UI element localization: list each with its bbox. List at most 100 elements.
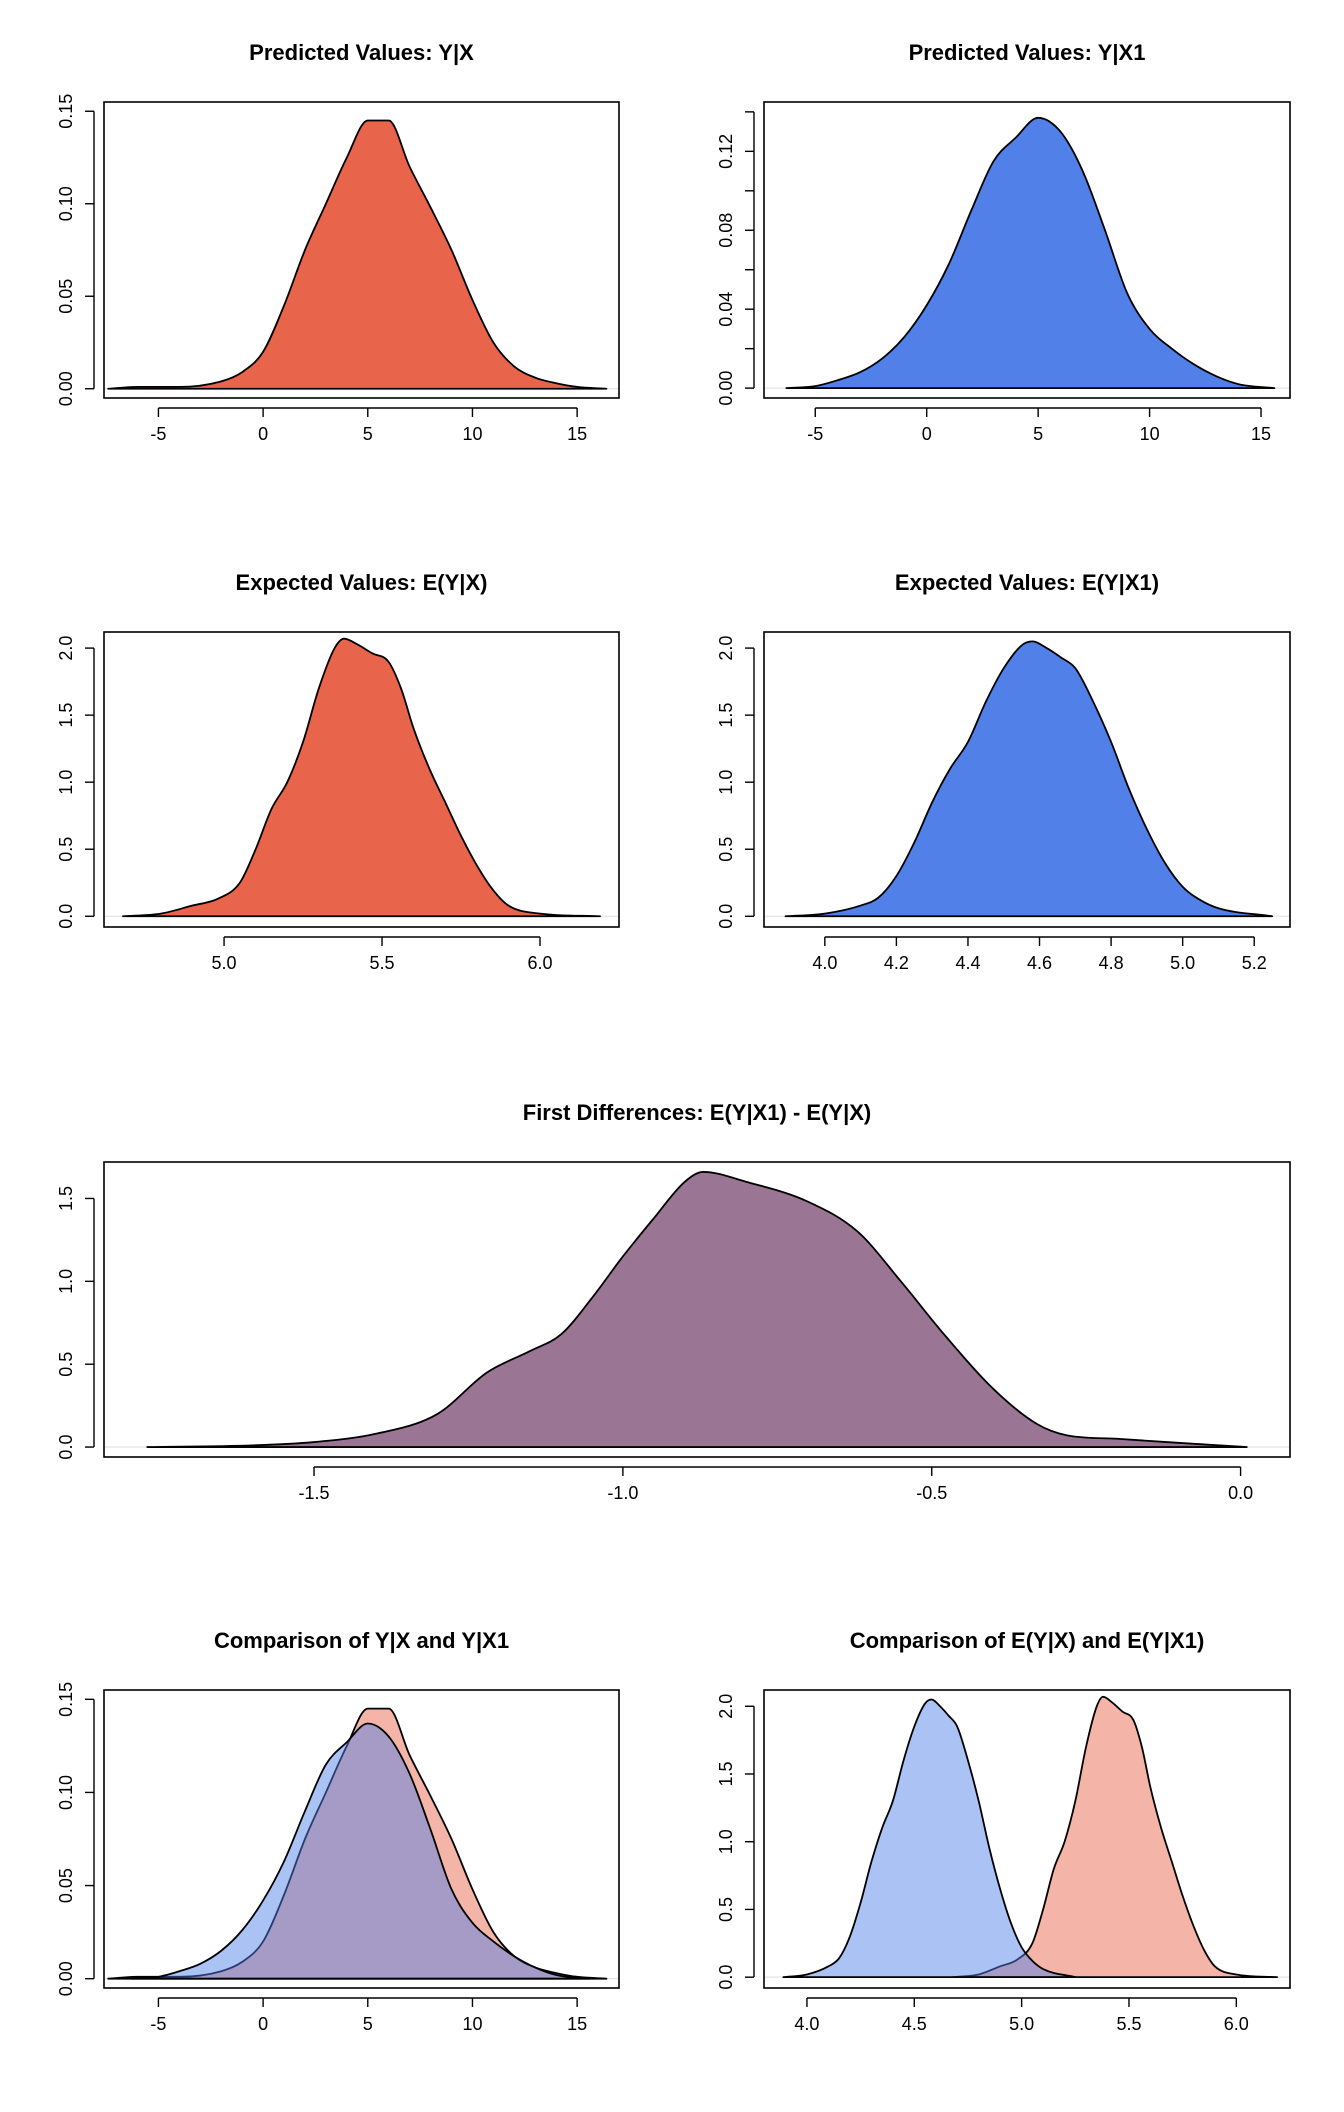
x-axis: -1.5 -1.0 -0.5 0.0 <box>299 1466 1253 1503</box>
x-axis: -5 0 5 10 15 <box>150 1997 587 2034</box>
x-tick-label: 5.5 <box>1116 2014 1141 2034</box>
y-tick-label: 2.0 <box>56 636 76 661</box>
y-tick-label: 0.5 <box>716 1897 736 1922</box>
panel-fd: First Differences: E(Y|X1) - E(Y|X)-1.5-… <box>56 1100 1291 1503</box>
x-tick-label: 15 <box>1251 424 1271 444</box>
x-tick-label: 4.0 <box>794 2014 819 2034</box>
y-tick-label: 0.0 <box>716 1965 736 1990</box>
x-tick-label: 6.0 <box>527 953 552 973</box>
density-area-series-1 <box>146 1171 1248 1448</box>
y-tick-label: 0.15 <box>56 94 76 129</box>
y-tick-label: 0.00 <box>56 371 76 406</box>
y-tick-label: 0.0 <box>56 1435 76 1460</box>
x-axis: 4.0 4.5 5.0 5.5 6.0 <box>794 1997 1249 2034</box>
y-tick-label: 0.00 <box>716 371 736 406</box>
plot-frame <box>763 101 1291 399</box>
y-tick-label: 0.12 <box>716 134 736 169</box>
x-tick-label: 6.0 <box>1224 2014 1249 2034</box>
plot-frame <box>103 1689 620 1989</box>
x-tick-label: 5.2 <box>1242 953 1267 973</box>
x-tick-label: -5 <box>150 2014 166 2034</box>
x-tick-label: 0 <box>258 2014 268 2034</box>
x-tick-label: 4.8 <box>1099 953 1124 973</box>
y-tick-label: 0.05 <box>56 1868 76 1903</box>
x-axis: 4.0 4.2 4.4 4.6 4.8 5.0 5.2 <box>812 936 1267 973</box>
panel-title: Predicted Values: Y|X1 <box>909 40 1146 65</box>
density-area-series-1 <box>107 119 608 390</box>
y-tick-label: 0.15 <box>56 1682 76 1717</box>
y-tick-label: 0.08 <box>716 213 736 248</box>
y-tick-label: 0.00 <box>56 1961 76 1996</box>
y-tick-label: 1.5 <box>716 703 736 728</box>
x-tick-label: -1.0 <box>607 1483 638 1503</box>
density-area-series-1 <box>784 640 1274 918</box>
y-axis: 0.00 0.05 0.10 0.15 <box>56 1682 95 1996</box>
x-tick-label: -5 <box>807 424 823 444</box>
panel-cmp-pv: Comparison of Y|X and Y|X1-5 0 5 10 150.000.… <box>56 1628 620 2034</box>
plot-frame <box>103 1161 1291 1458</box>
panel-ev-yx1: Expected Values: E(Y|X1) 4.0 4.2 4.4 4.6 4.8 5… <box>716 570 1291 973</box>
x-tick-label: 5.0 <box>1170 953 1195 973</box>
plot-frame <box>103 631 620 928</box>
y-tick-label: 1.5 <box>56 1186 76 1211</box>
y-tick-label: 0.5 <box>56 837 76 862</box>
x-tick-label: 4.4 <box>955 953 980 973</box>
x-tick-label: 5 <box>363 2014 373 2034</box>
density-area-series-2 <box>782 1698 1077 1979</box>
density-area-series-1 <box>122 637 601 918</box>
x-axis: -5 0 5 10 15 <box>807 407 1271 444</box>
x-tick-label: 0.0 <box>1228 1483 1253 1503</box>
x-tick-label: 0 <box>258 424 268 444</box>
x-tick-label: 5 <box>1033 424 1043 444</box>
x-tick-label: 0 <box>922 424 932 444</box>
plot-frame <box>103 101 620 399</box>
y-tick-label: 1.0 <box>716 1829 736 1854</box>
y-tick-label: 0.04 <box>716 292 736 327</box>
y-tick-label: 1.5 <box>56 703 76 728</box>
y-axis: 0.0 0.5 1.0 1.5 2.0 <box>716 1694 755 1990</box>
panel-title: Predicted Values: Y|X <box>249 40 474 65</box>
plot-frame <box>763 631 1291 928</box>
y-tick-label: 0.0 <box>716 904 736 929</box>
x-tick-label: 10 <box>462 2014 482 2034</box>
y-axis: 0.00 0.05 0.10 0.15 <box>56 94 95 406</box>
y-tick-label: 0.05 <box>56 279 76 314</box>
y-tick-label: 0.5 <box>56 1352 76 1377</box>
panel-title: Comparison of Y|X and Y|X1 <box>214 1628 509 1653</box>
panel-title: First Differences: E(Y|X1) - E(Y|X) <box>523 1100 872 1125</box>
density-area-series-1 <box>952 1695 1279 1979</box>
y-tick-label: 0.10 <box>56 1775 76 1810</box>
x-tick-label: 5 <box>363 424 373 444</box>
density-area-series-1 <box>785 116 1276 390</box>
y-tick-label: 0.10 <box>56 186 76 221</box>
y-axis: 0.0 0.5 1.0 1.5 <box>56 1186 95 1460</box>
x-tick-label: 10 <box>1140 424 1160 444</box>
y-axis: 0.00 0.04 0.08 0.12 <box>716 111 755 406</box>
x-tick-label: -1.5 <box>299 1483 330 1503</box>
y-axis: 0.0 0.5 1.0 1.5 2.0 <box>56 636 95 929</box>
x-tick-label: 4.2 <box>884 953 909 973</box>
y-tick-label: 0.5 <box>716 837 736 862</box>
y-tick-label: 1.0 <box>716 770 736 795</box>
y-axis: 0.0 0.5 1.0 1.5 2.0 <box>716 636 755 929</box>
y-tick-label: 2.0 <box>716 636 736 661</box>
x-tick-label: 5.5 <box>370 953 395 973</box>
y-tick-label: 1.5 <box>716 1761 736 1786</box>
density-area-series-2 <box>130 1722 591 1980</box>
panel-pv-yx1: Predicted Values: Y|X1-5 0 5 10 150.000.040.… <box>716 40 1291 444</box>
x-tick-label: 15 <box>567 2014 587 2034</box>
panel-pv-yx: Predicted Values: Y|X -5 0 5 10 15 0.00 0.05 0.1… <box>56 40 620 444</box>
y-tick-label: 1.0 <box>56 770 76 795</box>
x-tick-label: -5 <box>150 424 166 444</box>
panel-title: Expected Values: E(Y|X) <box>236 570 488 595</box>
x-tick-label: 4.5 <box>902 2014 927 2034</box>
panel-ev-yx: Expected Values: E(Y|X) 5.0 5.5 6.0 0.0 0.5 1.… <box>56 570 620 973</box>
x-tick-label: 5.0 <box>212 953 237 973</box>
y-tick-label: 1.0 <box>56 1269 76 1294</box>
y-tick-label: 0.0 <box>56 904 76 929</box>
x-tick-label: -0.5 <box>916 1483 947 1503</box>
x-tick-label: 15 <box>567 424 587 444</box>
panel-title: Comparison of E(Y|X) and E(Y|X1) <box>850 1628 1205 1653</box>
y-tick-label: 2.0 <box>716 1694 736 1719</box>
